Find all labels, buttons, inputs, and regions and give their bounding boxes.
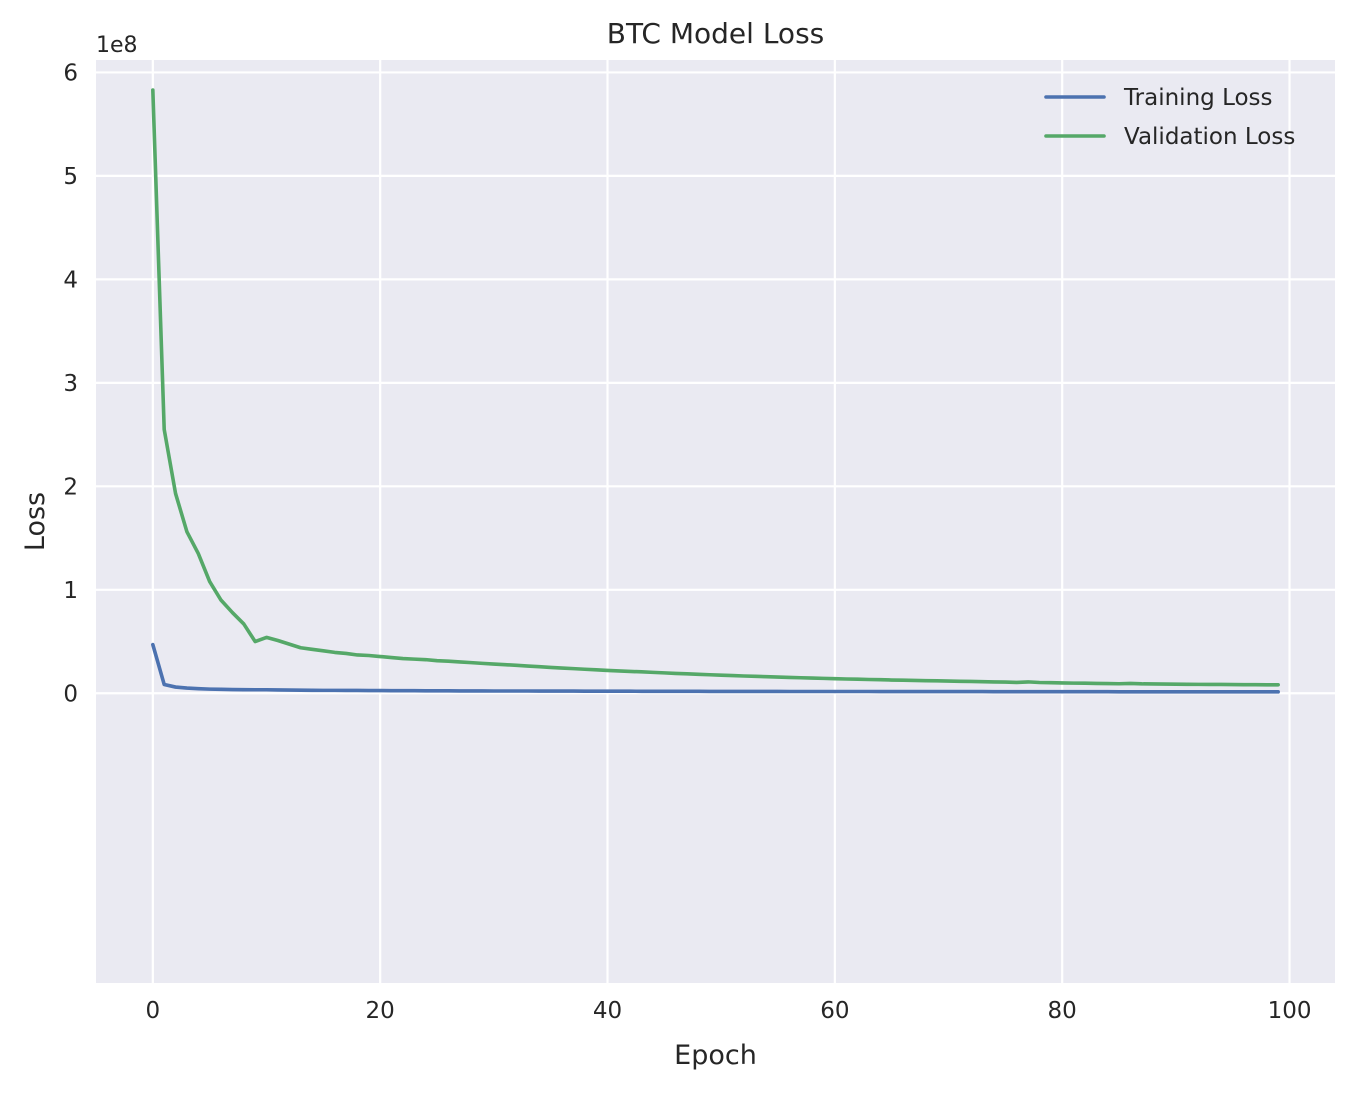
y-tick-label: 0 xyxy=(63,681,78,707)
y-tick-label: 2 xyxy=(63,474,78,500)
legend-label-validation: Validation Loss xyxy=(1124,124,1295,150)
grid-lines xyxy=(96,60,1335,983)
y-tick-label: 5 xyxy=(63,164,78,190)
y-tick-label: 1 xyxy=(63,578,78,604)
y-tick-label: 3 xyxy=(63,371,78,397)
x-tick-label: 0 xyxy=(146,998,161,1024)
training-loss-line xyxy=(151,642,1280,694)
y-offset-label: 1e8 xyxy=(96,33,138,58)
y-axis-label: Loss xyxy=(20,492,51,551)
x-tick-label: 40 xyxy=(593,998,622,1024)
validation-loss-line xyxy=(151,88,1280,687)
legend-label-training: Training Loss xyxy=(1123,85,1273,111)
plot-background xyxy=(96,60,1335,983)
y-tick-label: 4 xyxy=(63,267,78,293)
x-tick-label: 20 xyxy=(366,998,395,1024)
x-tick-label: 60 xyxy=(820,998,849,1024)
x-tick-label: 80 xyxy=(1048,998,1077,1024)
y-tick-label: 6 xyxy=(63,60,78,86)
x-axis-label: Epoch xyxy=(674,1040,757,1071)
legend: Training Loss Validation Loss xyxy=(1044,85,1295,150)
chart-title: BTC Model Loss xyxy=(607,17,825,50)
y-tick-labels: 0 1 2 3 4 5 6 xyxy=(63,60,78,707)
series-lines xyxy=(151,88,1280,694)
x-tick-label: 100 xyxy=(1268,998,1312,1024)
x-tick-labels: 0 20 40 60 80 100 xyxy=(146,998,1312,1024)
